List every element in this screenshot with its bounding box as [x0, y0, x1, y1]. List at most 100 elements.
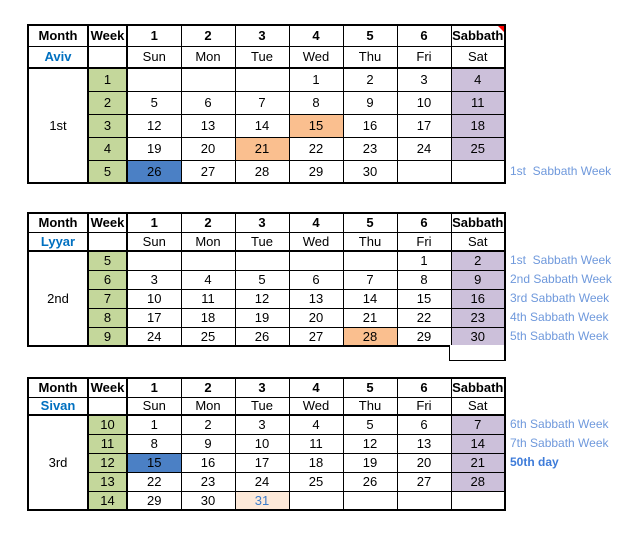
day-cell[interactable]: 4 — [450, 67, 506, 92]
sabbath-column-header[interactable]: Sabbath — [450, 24, 506, 47]
day-cell[interactable]: 5 — [342, 414, 398, 435]
day-cell[interactable]: 12 — [342, 433, 398, 454]
day-cell[interactable]: 28 — [234, 159, 290, 184]
week-number-cell[interactable]: 4 — [87, 136, 128, 161]
week-number-cell[interactable]: 3 — [87, 113, 128, 138]
day-cell[interactable]: 30 — [342, 159, 398, 184]
day-cell[interactable]: 16 — [342, 113, 398, 138]
day-cell[interactable]: 15 — [126, 452, 182, 473]
day-cell[interactable]: 6 — [396, 414, 452, 435]
day-cell[interactable]: 15 — [288, 113, 344, 138]
day-cell[interactable] — [126, 67, 182, 92]
day-cell[interactable]: 10 — [126, 288, 182, 309]
week-number-cell[interactable]: 13 — [87, 471, 128, 492]
day-name-header[interactable]: Mon — [180, 396, 236, 416]
day-name-header[interactable]: Mon — [180, 45, 236, 69]
day-cell[interactable] — [288, 250, 344, 271]
day-cell[interactable]: 16 — [180, 452, 236, 473]
day-cell[interactable]: 9 — [180, 433, 236, 454]
day-cell[interactable]: 13 — [396, 433, 452, 454]
month-column-header[interactable]: Month — [27, 377, 89, 398]
day-cell[interactable]: 21 — [450, 452, 506, 473]
day-cell[interactable]: 13 — [180, 113, 236, 138]
day-cell[interactable]: 10 — [234, 433, 290, 454]
day-name-header[interactable]: Wed — [288, 231, 344, 252]
day-number-header[interactable]: 2 — [180, 24, 236, 47]
day-cell[interactable] — [180, 67, 236, 92]
day-number-header[interactable]: 6 — [396, 377, 452, 398]
day-cell[interactable]: 8 — [396, 269, 452, 290]
day-cell[interactable]: 29 — [288, 159, 344, 184]
day-cell[interactable]: 16 — [450, 288, 506, 309]
day-number-header[interactable]: 4 — [288, 24, 344, 47]
day-cell[interactable]: 12 — [234, 288, 290, 309]
day-number-header[interactable]: 5 — [342, 24, 398, 47]
day-cell[interactable]: 3 — [126, 269, 182, 290]
day-number-header[interactable]: 3 — [234, 212, 290, 233]
day-name-header[interactable]: Wed — [288, 45, 344, 69]
day-cell[interactable]: 14 — [450, 433, 506, 454]
day-cell[interactable]: 20 — [396, 452, 452, 473]
day-cell[interactable]: 10 — [396, 90, 452, 115]
week-number-cell[interactable]: 8 — [87, 307, 128, 328]
day-cell[interactable]: 17 — [234, 452, 290, 473]
day-cell[interactable]: 22 — [288, 136, 344, 161]
day-name-header[interactable]: Fri — [396, 45, 452, 69]
day-number-header[interactable]: 6 — [396, 24, 452, 47]
day-cell[interactable]: 22 — [126, 471, 182, 492]
day-cell[interactable]: 29 — [396, 326, 452, 347]
day-cell[interactable]: 23 — [342, 136, 398, 161]
day-cell[interactable]: 19 — [234, 307, 290, 328]
day-cell[interactable]: 2 — [180, 414, 236, 435]
month-ordinal[interactable]: 3rd — [27, 414, 89, 511]
month-name[interactable]: Lyyar — [27, 231, 89, 252]
day-cell[interactable] — [450, 490, 506, 511]
day-cell[interactable]: 21 — [234, 136, 290, 161]
sabbath-column-header[interactable]: Sabbath — [450, 212, 506, 233]
day-cell[interactable]: 20 — [180, 136, 236, 161]
day-cell[interactable]: 28 — [450, 471, 506, 492]
day-number-header[interactable]: 3 — [234, 377, 290, 398]
day-cell[interactable] — [234, 67, 290, 92]
day-cell[interactable]: 25 — [180, 326, 236, 347]
month-column-header[interactable]: Month — [27, 24, 89, 47]
day-name-header[interactable]: Fri — [396, 231, 452, 252]
week-number-cell[interactable]: 10 — [87, 414, 128, 435]
day-cell[interactable] — [180, 250, 236, 271]
week-number-cell[interactable]: 5 — [87, 159, 128, 184]
week-number-cell[interactable]: 2 — [87, 90, 128, 115]
day-cell[interactable]: 5 — [234, 269, 290, 290]
day-cell[interactable] — [396, 490, 452, 511]
day-name-header[interactable]: Tue — [234, 45, 290, 69]
day-cell[interactable]: 27 — [396, 471, 452, 492]
empty-cell[interactable] — [87, 396, 128, 416]
day-cell[interactable]: 2 — [450, 250, 506, 271]
day-cell[interactable]: 9 — [450, 269, 506, 290]
day-cell[interactable]: 14 — [234, 113, 290, 138]
day-cell[interactable]: 25 — [288, 471, 344, 492]
day-cell[interactable]: 6 — [288, 269, 344, 290]
day-cell[interactable]: 12 — [126, 113, 182, 138]
day-cell[interactable]: 7 — [234, 90, 290, 115]
week-number-cell[interactable]: 7 — [87, 288, 128, 309]
day-number-header[interactable]: 2 — [180, 212, 236, 233]
month-ordinal[interactable]: 2nd — [27, 250, 89, 347]
day-cell[interactable]: 27 — [288, 326, 344, 347]
day-number-header[interactable]: 4 — [288, 377, 344, 398]
day-cell[interactable]: 11 — [450, 90, 506, 115]
day-cell[interactable]: 4 — [180, 269, 236, 290]
sabbath-column-header[interactable]: Sabbath — [450, 377, 506, 398]
month-column-header[interactable]: Month — [27, 212, 89, 233]
day-cell[interactable]: 18 — [288, 452, 344, 473]
week-column-header[interactable]: Week — [87, 212, 128, 233]
day-cell[interactable]: 1 — [288, 67, 344, 92]
day-cell[interactable] — [342, 250, 398, 271]
day-cell[interactable]: 9 — [342, 90, 398, 115]
day-cell[interactable]: 8 — [288, 90, 344, 115]
week-column-header[interactable]: Week — [87, 377, 128, 398]
day-cell[interactable]: 7 — [450, 414, 506, 435]
day-name-header[interactable]: Sat — [450, 231, 506, 252]
day-cell[interactable]: 26 — [126, 159, 182, 184]
week-number-cell[interactable]: 5 — [87, 250, 128, 271]
week-number-cell[interactable]: 9 — [87, 326, 128, 347]
